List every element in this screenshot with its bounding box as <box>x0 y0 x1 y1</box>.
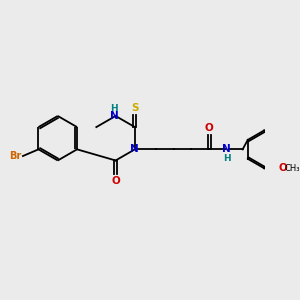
Text: O: O <box>205 123 214 133</box>
Text: N: N <box>110 111 119 121</box>
Text: H: H <box>110 104 118 113</box>
Text: O: O <box>278 163 287 173</box>
Text: N: N <box>222 144 230 154</box>
Text: N: N <box>130 144 139 154</box>
Text: CH₃: CH₃ <box>285 164 300 173</box>
Text: S: S <box>131 103 139 113</box>
Text: H: H <box>223 154 230 163</box>
Text: Br: Br <box>9 151 22 161</box>
Text: O: O <box>111 176 120 186</box>
